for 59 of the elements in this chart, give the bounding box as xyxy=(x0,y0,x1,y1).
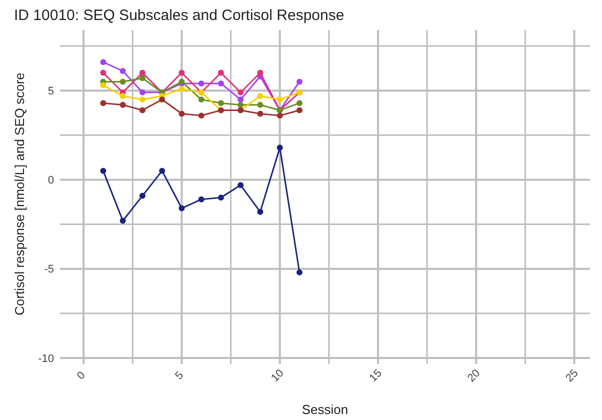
point xyxy=(178,70,185,76)
y-tick-label: 0 xyxy=(48,174,54,187)
point xyxy=(120,78,126,85)
point xyxy=(120,218,126,224)
point xyxy=(296,107,302,114)
point xyxy=(159,96,166,103)
point xyxy=(276,96,283,103)
point xyxy=(238,102,244,108)
point xyxy=(276,112,283,119)
point xyxy=(120,68,126,74)
point xyxy=(238,182,244,188)
point xyxy=(276,144,283,151)
point xyxy=(238,89,244,96)
point xyxy=(100,59,106,66)
point xyxy=(296,100,302,106)
point xyxy=(139,70,146,76)
point xyxy=(100,100,106,106)
point xyxy=(178,205,185,212)
y-tick-label: -5 xyxy=(44,264,54,276)
point xyxy=(257,92,264,99)
point xyxy=(100,168,106,174)
point xyxy=(296,78,302,85)
point xyxy=(218,70,224,76)
x-tick-label: 25 xyxy=(564,367,581,384)
x-tick-label: 10 xyxy=(269,367,286,384)
x-tick-label: 20 xyxy=(465,367,483,384)
point xyxy=(178,86,185,92)
point xyxy=(257,70,264,76)
point xyxy=(178,110,185,117)
point xyxy=(257,110,264,117)
point xyxy=(296,269,302,276)
y-tick-label: 5 xyxy=(48,85,54,98)
x-tick-label: 0 xyxy=(75,369,88,382)
point xyxy=(100,82,106,88)
point xyxy=(238,96,244,103)
point xyxy=(139,192,146,199)
point xyxy=(139,89,146,96)
x-tick-label: 5 xyxy=(173,369,186,382)
point xyxy=(257,208,264,215)
point xyxy=(218,80,224,86)
chart-title: ID 10010: SEQ Subscales and Cortisol Response xyxy=(14,7,344,24)
point xyxy=(198,80,204,86)
point xyxy=(100,70,106,76)
point xyxy=(198,112,204,119)
point xyxy=(139,107,146,114)
x-axis-title: Session xyxy=(302,402,348,417)
point xyxy=(159,168,166,174)
point xyxy=(198,96,204,103)
point xyxy=(198,196,204,202)
x-tick-label: 15 xyxy=(367,367,384,384)
point xyxy=(218,100,224,106)
point xyxy=(218,194,224,201)
point xyxy=(139,96,146,103)
point xyxy=(120,92,126,99)
point xyxy=(257,102,264,108)
point xyxy=(139,75,146,82)
point xyxy=(120,102,126,108)
y-tick-label: -10 xyxy=(38,352,54,365)
y-axis-title: Cortisol response [nmol/L] and SEQ score xyxy=(12,72,27,316)
